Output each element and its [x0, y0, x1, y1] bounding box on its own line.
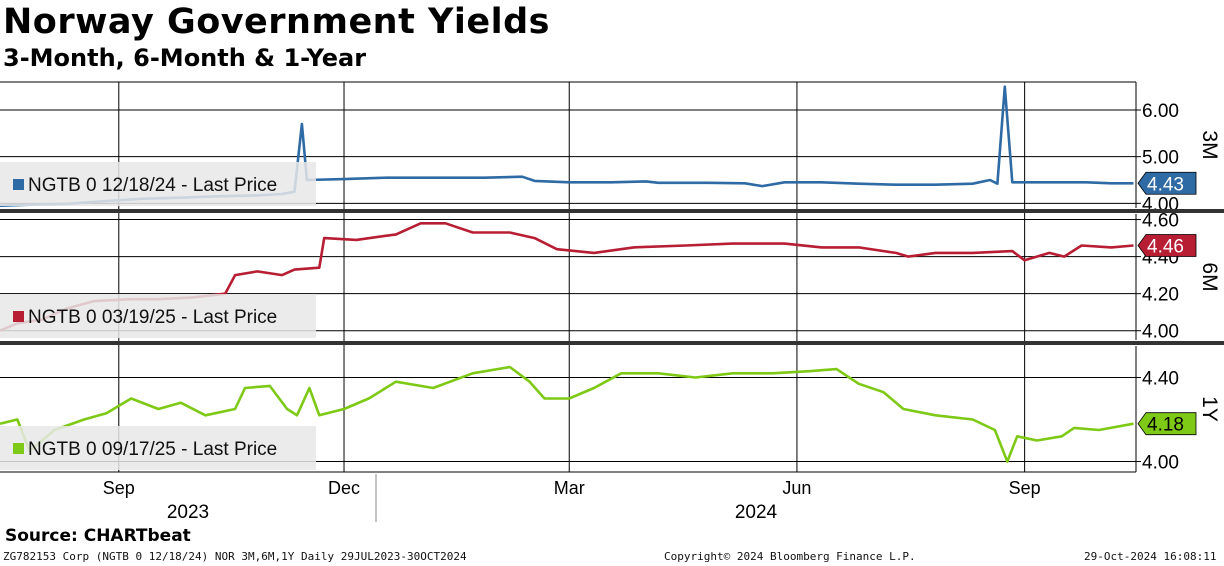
footer-timestamp: 29-Oct-2024 16:08:11 — [1084, 550, 1217, 563]
panel-name-label: 6M — [1198, 262, 1221, 291]
x-year-label: 2023 — [167, 502, 209, 523]
last-value-label: 4.18 — [1147, 415, 1184, 436]
panel-separator — [0, 341, 1224, 345]
legend-box — [0, 426, 316, 470]
y-tick-label: 5.00 — [1142, 148, 1179, 169]
panel-name-label: 1Y — [1198, 396, 1221, 422]
legend-swatch — [13, 311, 24, 322]
y-tick-label: 4.00 — [1142, 322, 1179, 343]
y-tick-label: 4.00 — [1142, 453, 1179, 474]
x-year-label: 2024 — [735, 502, 778, 523]
legend-swatch — [13, 443, 24, 454]
last-value-tag — [1137, 234, 1197, 257]
footer-copyright: Copyright© 2024 Bloomberg Finance L.P. — [664, 550, 916, 563]
series-line-y1 — [0, 365, 1134, 463]
chart-subtitle: 3-Month, 6-Month & 1-Year — [3, 44, 367, 72]
last-value-label: 4.43 — [1147, 174, 1184, 195]
x-tick-label: Jun — [782, 478, 811, 498]
legend-label: NGTB 0 09/17/25 - Last Price — [28, 439, 277, 460]
panel-separator — [0, 209, 1224, 213]
footer-ticker-info: ZG782153 Corp (NGTB 0 12/18/24) NOR 3M,6… — [3, 550, 467, 563]
source-label: Source: CHARTbeat — [5, 526, 191, 546]
y-tick-label: 4.40 — [1142, 369, 1179, 390]
chart-title: Norway Government Yields — [3, 2, 550, 42]
x-tick-label: Mar — [554, 478, 585, 498]
x-tick-label: Sep — [1009, 478, 1041, 498]
legend-box — [0, 294, 316, 338]
legend-box — [0, 162, 316, 206]
legend-swatch — [13, 179, 24, 190]
panel-name-label: 3M — [1198, 130, 1221, 159]
legend-label: NGTB 0 12/18/24 - Last Price — [28, 175, 277, 196]
last-value-tag — [1137, 171, 1197, 195]
y-tick-label: 4.20 — [1142, 285, 1179, 306]
last-value-label: 4.46 — [1147, 237, 1184, 258]
y-tick-label: 6.00 — [1142, 101, 1179, 122]
last-value-tag — [1137, 412, 1197, 436]
legend-label: NGTB 0 03/19/25 - Last Price — [28, 307, 277, 328]
y-tick-label: 4.60 — [1142, 211, 1179, 232]
x-tick-label: Sep — [103, 478, 135, 498]
x-tick-label: Dec — [328, 478, 360, 498]
